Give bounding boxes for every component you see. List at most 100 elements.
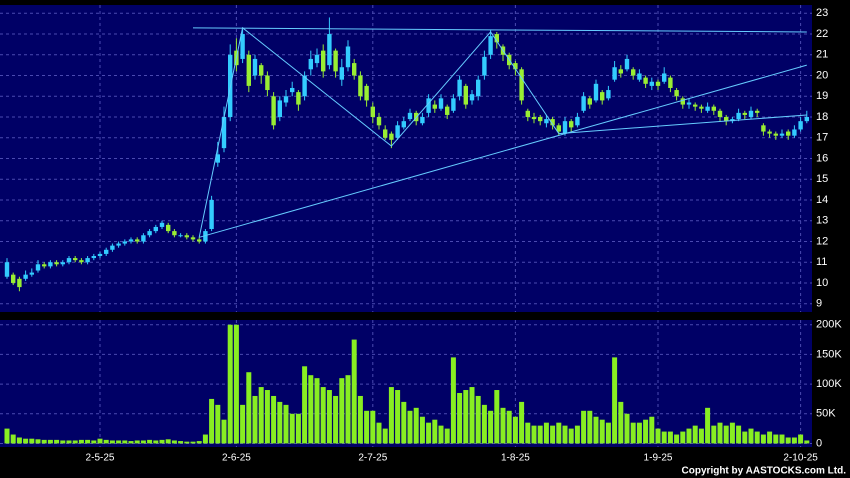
candle-body xyxy=(606,90,611,99)
volume-bar xyxy=(475,395,481,444)
volume-bar xyxy=(10,434,16,444)
volume-bar xyxy=(717,422,723,444)
volume-bar xyxy=(531,425,537,444)
candle-body xyxy=(612,67,617,80)
candle-body xyxy=(283,96,289,103)
candle-body xyxy=(668,77,673,88)
y-tick-label: 12 xyxy=(816,235,828,247)
candle-body xyxy=(153,226,158,232)
trendline xyxy=(198,26,560,238)
candle-body xyxy=(60,262,65,265)
volume-bar xyxy=(550,425,556,444)
candle-body xyxy=(339,67,344,80)
candle-body xyxy=(23,274,28,279)
volume-bar xyxy=(692,425,698,444)
candle-body xyxy=(73,258,78,261)
candle-body xyxy=(724,117,729,122)
candle-body xyxy=(469,94,475,101)
candle-body xyxy=(358,75,363,97)
volume-bar xyxy=(215,404,221,444)
y-tick-label: 19 xyxy=(816,90,828,102)
candle-body xyxy=(290,87,295,93)
volume-bar xyxy=(103,439,109,444)
candle-body xyxy=(575,117,580,126)
candle-body xyxy=(587,98,592,105)
y-tick-label: 14 xyxy=(816,194,828,206)
volume-bar xyxy=(178,441,184,444)
volume-bar xyxy=(537,425,543,444)
candle-body xyxy=(209,199,214,230)
candle-body xyxy=(364,85,369,101)
candle-body xyxy=(128,239,134,242)
candle-body xyxy=(203,231,208,242)
volume-bar xyxy=(723,425,729,444)
volume-bar xyxy=(351,339,357,444)
volume-bar xyxy=(41,439,47,444)
candle-body xyxy=(445,106,450,115)
candle-body xyxy=(4,262,10,277)
candle-body xyxy=(550,119,555,126)
candle-body xyxy=(792,129,797,136)
y-tick-label: 15 xyxy=(816,173,828,185)
volume-bar xyxy=(252,395,258,444)
volume-bar xyxy=(159,439,165,444)
candle-body xyxy=(159,222,165,227)
volume-bar xyxy=(649,416,655,444)
volume-bar xyxy=(736,425,742,444)
y2-tick-label: 150K xyxy=(816,348,842,360)
volume-bar xyxy=(264,390,270,444)
volume-bar xyxy=(680,431,686,444)
candle-body xyxy=(345,46,351,68)
volume-bar xyxy=(376,422,382,444)
price-panel xyxy=(0,5,812,312)
volume-bar xyxy=(767,431,773,444)
candle-body xyxy=(85,258,90,263)
y-tick-label: 10 xyxy=(816,277,828,289)
volume-bar xyxy=(581,410,587,444)
volume-bar xyxy=(72,440,78,444)
candle-body xyxy=(742,112,747,115)
candle-body xyxy=(581,96,586,111)
volume-bar xyxy=(277,401,283,444)
candle-body xyxy=(494,34,499,43)
volume-bar xyxy=(463,390,469,444)
volume-bar xyxy=(202,434,208,444)
candle-body xyxy=(457,79,462,97)
candle-body xyxy=(786,131,791,136)
y-tick-label: 13 xyxy=(816,215,828,227)
candle-body xyxy=(705,106,710,111)
volume-bar xyxy=(295,413,301,444)
volume-bar xyxy=(543,422,549,444)
copyright: Copyright by AASTOCKS.com Ltd. xyxy=(682,466,847,477)
y-tick-label: 18 xyxy=(816,111,828,123)
volume-bar xyxy=(35,439,41,444)
volume-bar xyxy=(457,392,463,444)
volume-bar xyxy=(283,404,289,444)
volume-bar xyxy=(785,437,791,444)
candle-body xyxy=(29,272,34,275)
volume-bar xyxy=(128,441,134,444)
candle-body xyxy=(426,98,431,113)
volume-bar xyxy=(345,375,351,444)
candle-body xyxy=(463,85,468,105)
volume-bar xyxy=(705,407,711,444)
volume-bar xyxy=(779,434,785,444)
volume-bar xyxy=(333,395,339,444)
trendline xyxy=(192,27,807,33)
volume-bar xyxy=(568,428,574,444)
candle-body xyxy=(314,54,320,64)
candle-body xyxy=(655,81,661,86)
candle-body xyxy=(54,262,59,265)
volume-bar xyxy=(314,378,320,444)
candle-body xyxy=(35,264,41,271)
volume-bar xyxy=(618,401,624,444)
candle-body xyxy=(637,73,642,80)
candle-body xyxy=(66,258,72,263)
volume-bar xyxy=(698,428,704,444)
volume-bar xyxy=(122,440,128,444)
y-tick-label: 11 xyxy=(816,256,827,268)
volume-bar xyxy=(171,440,177,444)
volume-bar xyxy=(742,431,748,444)
candle-body xyxy=(519,69,524,101)
